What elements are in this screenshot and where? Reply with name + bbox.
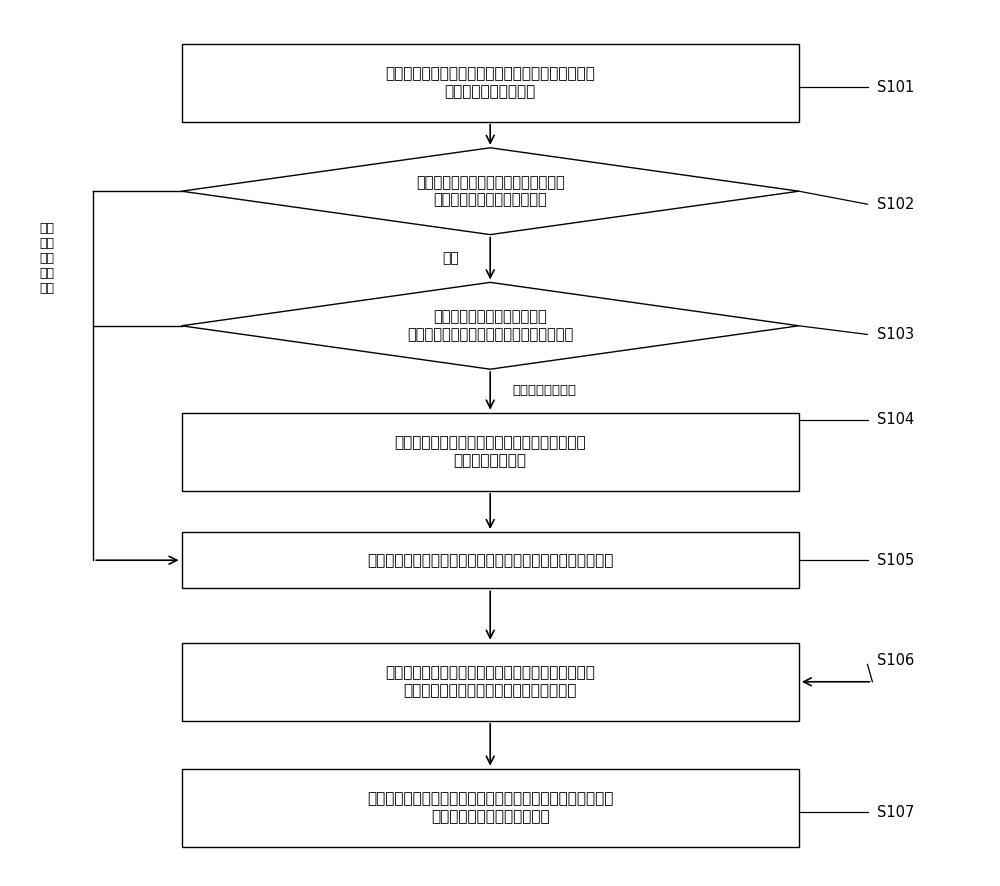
Text: S106: S106 bbox=[877, 653, 915, 667]
Text: S101: S101 bbox=[877, 80, 915, 95]
Text: 节点统计推荐消息中对中心节点的推荐，并将被推荐数达到预
设阈值的节点确定为中心节点: 节点统计推荐消息中对中心节点的推荐，并将被推荐数达到预 设阈值的节点确定为中心节… bbox=[367, 791, 613, 824]
Bar bbox=[182, 43, 799, 121]
Polygon shape bbox=[182, 283, 799, 369]
Text: 节点向分布式系统发送选举消息，所述选举消息包含
选举轮次和消息请求号: 节点向分布式系统发送选举消息，所述选举消息包含 选举轮次和消息请求号 bbox=[385, 66, 595, 99]
Text: S102: S102 bbox=[877, 197, 915, 212]
Text: 判断接收到选举消息的节点的选举轮次
与选举消息的选举轮次的大小: 判断接收到选举消息的节点的选举轮次 与选举消息的选举轮次的大小 bbox=[416, 175, 565, 207]
Text: 选举消息请求号大: 选举消息请求号大 bbox=[512, 385, 576, 398]
Text: 判断接收到选举消息的节点的
消息请求号与选举消息的消息请求号的大小: 判断接收到选举消息的节点的 消息请求号与选举消息的消息请求号的大小 bbox=[407, 309, 573, 342]
Text: S104: S104 bbox=[877, 412, 915, 427]
Text: S105: S105 bbox=[877, 553, 915, 568]
Polygon shape bbox=[182, 148, 799, 235]
Text: 选举
消息
的选
举轮
次大: 选举 消息 的选 举轮 次大 bbox=[40, 222, 55, 295]
Text: 使用选举消息的选举轮次更新接收选举消息的节点的选举轮次: 使用选举消息的选举轮次更新接收选举消息的节点的选举轮次 bbox=[367, 553, 613, 568]
Text: S103: S103 bbox=[877, 327, 914, 342]
Bar bbox=[182, 532, 799, 588]
Bar bbox=[182, 413, 799, 491]
Text: S107: S107 bbox=[877, 804, 915, 820]
Bar bbox=[182, 769, 799, 847]
Text: 相等: 相等 bbox=[443, 252, 459, 266]
Bar bbox=[182, 642, 799, 721]
Text: 根据更新后的选举轮次和消息请求号形成对中心节点
的推荐消息，并向分布式系统发送推荐消息: 根据更新后的选举轮次和消息请求号形成对中心节点 的推荐消息，并向分布式系统发送推… bbox=[385, 665, 595, 698]
Text: 使用选举消息的消息请求号更新接收选举消息的
节点的消息请求号: 使用选举消息的消息请求号更新接收选举消息的 节点的消息请求号 bbox=[394, 436, 586, 468]
